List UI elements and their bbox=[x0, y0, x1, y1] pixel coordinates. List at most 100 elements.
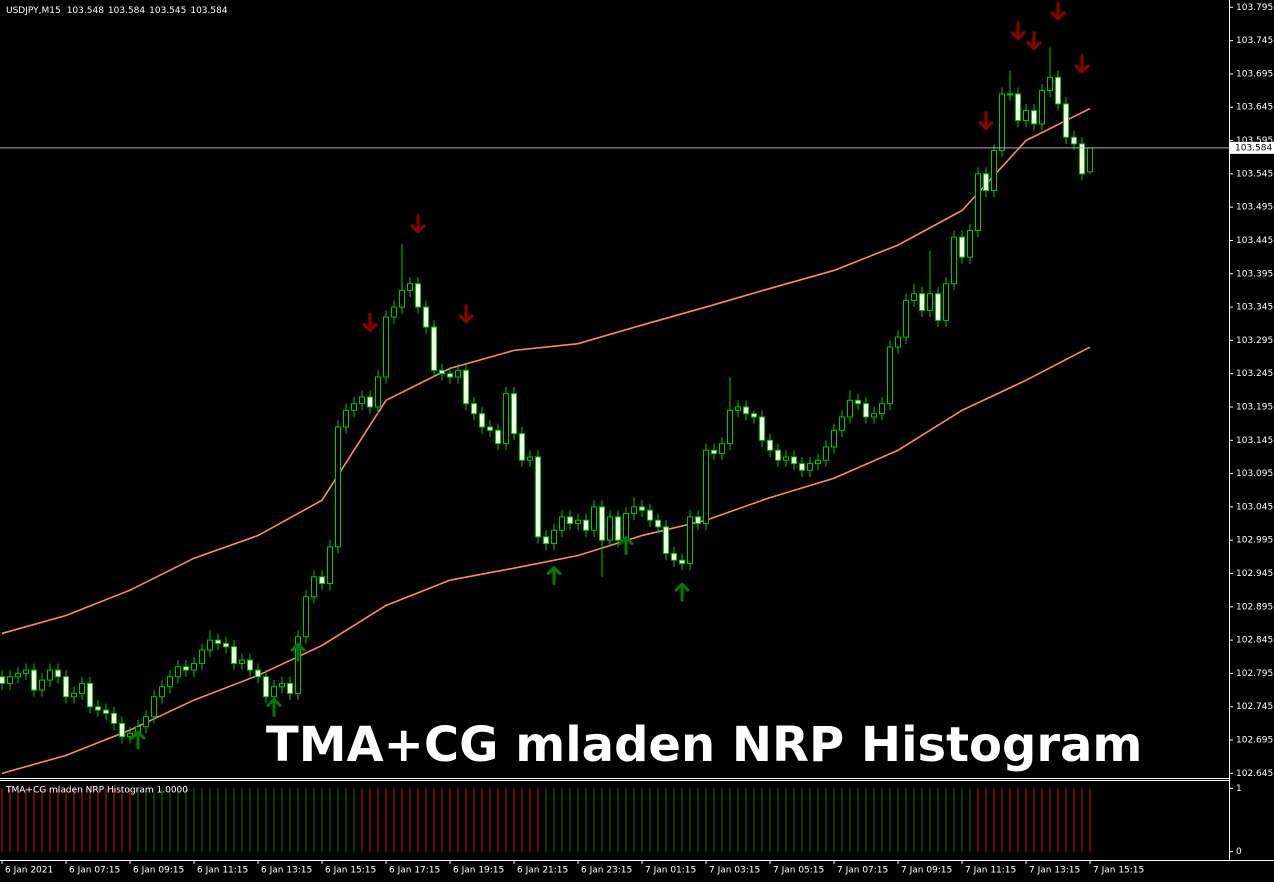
candle-body bbox=[287, 682, 293, 694]
candle-body bbox=[47, 669, 53, 681]
candle-body bbox=[935, 293, 941, 321]
candle-body bbox=[343, 409, 349, 428]
candle-body bbox=[911, 293, 917, 301]
x-tick-label: 7 Jan 15:15 bbox=[1093, 866, 1144, 876]
symbol: USDJPY,M15 bbox=[6, 6, 61, 16]
candle-body bbox=[359, 396, 365, 405]
candle-body bbox=[255, 669, 261, 678]
candle-body bbox=[767, 439, 773, 451]
candle-body bbox=[1055, 76, 1061, 105]
candle-body bbox=[87, 682, 93, 708]
candle-body bbox=[1039, 90, 1045, 125]
x-tick-label: 6 Jan 23:15 bbox=[581, 866, 632, 876]
candle-body bbox=[183, 666, 189, 671]
candle-body bbox=[863, 403, 869, 418]
candle-body bbox=[575, 519, 581, 525]
y-tick-label: 103.745 bbox=[1236, 36, 1273, 46]
candle-body bbox=[639, 506, 645, 511]
candle-body bbox=[759, 416, 765, 441]
candle-body bbox=[463, 369, 469, 405]
candle-body bbox=[383, 316, 389, 378]
candle-body bbox=[1007, 93, 1013, 96]
y-tick-label: 103.045 bbox=[1236, 502, 1273, 512]
candle-body bbox=[775, 449, 781, 461]
current-price-box bbox=[1230, 141, 1274, 154]
y-tick-label: 103.245 bbox=[1236, 369, 1273, 379]
candle-body bbox=[783, 456, 789, 461]
candle-body bbox=[815, 459, 821, 465]
histogram-window: 0 1 TMA+CG mladen NRP Histogram 1.0000 bbox=[1, 784, 1242, 857]
candle-body bbox=[311, 576, 317, 598]
candle-body bbox=[215, 639, 221, 644]
low-price: 103.545 bbox=[149, 6, 186, 16]
candle-body bbox=[1071, 136, 1077, 145]
candle-body bbox=[895, 336, 901, 348]
x-tick-label: 7 Jan 01:15 bbox=[645, 866, 696, 876]
candle-body bbox=[919, 293, 925, 311]
candle-body bbox=[279, 682, 285, 688]
candle-body bbox=[615, 516, 621, 541]
sell-arrow bbox=[1026, 31, 1042, 51]
buy-arrow bbox=[674, 582, 690, 602]
sell-arrow bbox=[1050, 1, 1066, 21]
candle-body bbox=[711, 449, 717, 455]
candle-body bbox=[7, 676, 13, 684]
y-tick-label: 0 bbox=[1236, 847, 1242, 857]
candle-body bbox=[559, 516, 565, 531]
y-tick-label: 102.845 bbox=[1236, 636, 1273, 646]
candle-body bbox=[703, 449, 709, 525]
sell-arrow bbox=[1074, 54, 1090, 74]
candle-body bbox=[1087, 147, 1093, 173]
high-price: 103.584 bbox=[108, 6, 145, 16]
buy-arrow bbox=[618, 536, 634, 556]
candle-body bbox=[887, 346, 893, 405]
candle-body bbox=[79, 682, 85, 694]
y-tick-label: 103.445 bbox=[1236, 236, 1273, 246]
x-tick-label: 7 Jan 13:15 bbox=[1029, 866, 1080, 876]
candle-body bbox=[71, 692, 77, 698]
candle-body bbox=[823, 446, 829, 461]
candle-body bbox=[1031, 110, 1037, 125]
y-tick-label: 102.745 bbox=[1236, 702, 1273, 712]
candle-body bbox=[535, 456, 541, 538]
x-tick-label: 6 Jan 17:15 bbox=[389, 866, 440, 876]
candle-body bbox=[903, 299, 909, 338]
candle-body bbox=[479, 413, 485, 428]
candle-body bbox=[231, 646, 237, 664]
y-tick-label: 103.195 bbox=[1236, 402, 1273, 412]
x-tick-label: 7 Jan 05:15 bbox=[773, 866, 824, 876]
candle-body bbox=[263, 676, 269, 698]
x-tick-label: 6 Jan 07:15 bbox=[69, 866, 120, 876]
candle-body bbox=[167, 676, 173, 688]
chart-header: USDJPY,M15 103.548 103.584 103.545 103.584 bbox=[6, 6, 228, 16]
candle-body bbox=[0, 676, 5, 684]
y-tick-label: 102.945 bbox=[1236, 569, 1273, 579]
x-tick-label: 6 Jan 09:15 bbox=[133, 866, 184, 876]
candle-body bbox=[959, 236, 965, 258]
tma-band bbox=[1, 107, 1091, 635]
candle-body bbox=[159, 686, 165, 698]
candle-body bbox=[631, 506, 637, 515]
x-tick-label: 6 Jan 19:15 bbox=[453, 866, 504, 876]
candle-body bbox=[39, 679, 45, 691]
y-tick-label: 102.645 bbox=[1236, 769, 1273, 779]
candle-body bbox=[591, 506, 597, 531]
candle-body bbox=[303, 596, 309, 638]
buy-arrow bbox=[290, 642, 306, 662]
x-tick-label: 7 Jan 07:15 bbox=[837, 866, 888, 876]
sell-arrow bbox=[362, 312, 378, 332]
candle-body bbox=[719, 443, 725, 455]
candle-body bbox=[143, 716, 149, 728]
candle-body bbox=[871, 413, 877, 418]
candle-body bbox=[807, 463, 813, 471]
y-tick-label: 103.095 bbox=[1236, 469, 1273, 479]
candle-body bbox=[999, 93, 1005, 152]
candle-body bbox=[319, 576, 325, 585]
y-tick-label: 102.995 bbox=[1236, 536, 1273, 546]
x-tick-label: 6 Jan 21:15 bbox=[517, 866, 568, 876]
candle-body bbox=[367, 396, 373, 408]
y-tick-label: 102.795 bbox=[1236, 669, 1273, 679]
candle-body bbox=[527, 456, 533, 461]
